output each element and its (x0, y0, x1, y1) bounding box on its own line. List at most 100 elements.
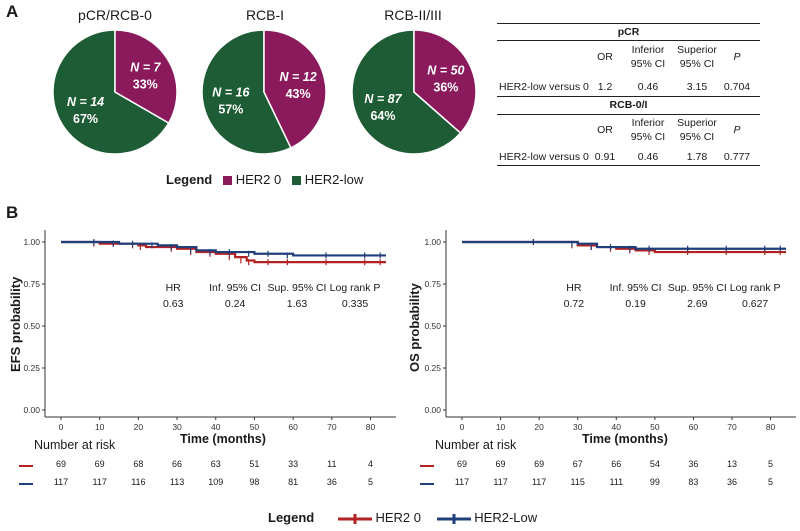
risk-number: 63 (210, 459, 221, 469)
table-rule (497, 40, 760, 41)
risk-number: 36 (726, 477, 737, 487)
table-cell: 0.704 (723, 81, 751, 93)
risk-number: 111 (609, 477, 624, 487)
pie-slice-her2-0 (114, 29, 178, 125)
km-stat-header: HR (566, 282, 582, 294)
km-plots: 0.00 0.25 0.50 0.75 1.00 0 10 20 30 40 50 60 70 80 0.0… (23, 230, 796, 432)
risk-number: 113 (169, 477, 185, 487)
risk-number: 69 (534, 459, 545, 469)
pie-label-pct-her20: 43% (286, 87, 311, 101)
risk-row-key (420, 465, 434, 467)
x-tick-label: 20 (134, 422, 144, 432)
pie-legend-her20: HER2 0 (235, 172, 282, 187)
table-rule (497, 165, 760, 166)
pie-slice-her2-low (52, 29, 170, 155)
risk-number: 5 (768, 459, 774, 469)
y-tick-label: 0.00 (23, 405, 40, 415)
x-tick-label: 60 (288, 422, 298, 432)
table-cell: 3.15 (686, 81, 708, 93)
risk-row-key (420, 483, 434, 485)
pie-title-rcb23: RCB-II/III (384, 7, 442, 23)
pie-label-pct-her20: 33% (133, 78, 158, 92)
y-tick-label: 1.00 (424, 237, 441, 247)
x-tick-label: 80 (766, 422, 776, 432)
y-tick-label: 0.75 (424, 279, 441, 289)
table-section-rcb01: RCB-0/I (609, 99, 648, 111)
km-stat-value: 1.63 (286, 298, 308, 310)
y-tick-label: 0.50 (424, 321, 441, 331)
pie-legend: Legend HER2 0 HER2-low (166, 172, 363, 187)
x-tick-label: 50 (250, 422, 260, 432)
pie-slice-her2-0 (413, 29, 477, 135)
table-header-inf: Inferior 95% CI (630, 117, 666, 143)
km-curve-her2-low (61, 240, 386, 257)
risk-number: 117 (531, 477, 547, 487)
risk-number: 69 (94, 459, 105, 469)
x-tick-label: 40 (612, 422, 622, 432)
km-stat-header: Inf. 95% CI (609, 282, 662, 294)
km-stat-value: 0.627 (742, 298, 769, 310)
risk-number: 5 (368, 477, 374, 487)
km-stat-header: HR (165, 282, 181, 294)
os-risk-title: Number at risk (435, 438, 517, 452)
pie-label-pct-low: 57% (218, 103, 243, 117)
efs-risk-title: Number at risk (34, 438, 116, 452)
table-header-sup: Superior 95% CI (677, 44, 717, 70)
pie-charts: N = 7 33% N = 14 67% N = 12 43% N = 16 57% N = 5… (52, 29, 477, 155)
risk-number: 69 (456, 459, 467, 469)
risk-number: 69 (55, 459, 66, 469)
pie-slice-her2-low (201, 29, 292, 155)
low-legend-key (436, 513, 471, 524)
table-header-p: P (733, 51, 741, 63)
table-row-label: HER2-low versus 0 (499, 151, 589, 163)
risk-number: 66 (172, 459, 183, 469)
risk-number: 117 (493, 477, 508, 487)
km-legend-her20: HER2 0 (375, 510, 422, 525)
risk-row-key (19, 465, 33, 467)
table-cell: 1.78 (686, 151, 708, 163)
risk-number: 109 (208, 477, 224, 487)
pie-title-rcb1: RCB-I (245, 7, 285, 23)
table-cell: 0.91 (594, 151, 616, 163)
pie-legend-title: Legend (166, 172, 213, 187)
risk-number: 98 (249, 477, 260, 487)
km-stat-value: 0.72 (563, 298, 585, 310)
risk-number: 67 (572, 459, 583, 469)
km-stat-value: 0.63 (162, 298, 184, 310)
pie-label-n-her20: N = 7 (130, 61, 161, 75)
her20-legend-key (337, 513, 372, 524)
table-rule (497, 114, 760, 115)
pie-slice-her2-0 (263, 29, 327, 149)
risk-number: 69 (495, 459, 506, 469)
pie-label-n-low: N = 14 (67, 95, 104, 109)
x-tick-label: 20 (534, 422, 544, 432)
km-stat-value: 2.69 (687, 298, 708, 310)
pie-title-pcr: pCR/RCB-0 (78, 7, 152, 23)
km-stat-value: 0.335 (341, 298, 369, 310)
km-stat-value: 0.24 (224, 298, 246, 310)
risk-number: 54 (649, 459, 660, 469)
table-header-sup: Superior 95% CI (677, 117, 717, 143)
risk-number: 99 (649, 477, 660, 487)
risk-number: 51 (249, 459, 260, 469)
y-tick-label: 0.75 (23, 279, 40, 289)
pie-label-pct-low: 67% (73, 112, 98, 126)
km-stat-value: 0.19 (625, 298, 646, 310)
km-stat-header: Log rank P (329, 282, 381, 294)
x-tick-label: 30 (573, 422, 583, 432)
pie-label-n-her20: N = 50 (427, 64, 464, 78)
x-tick-label: 10 (496, 422, 506, 432)
x-tick-label: 70 (327, 422, 337, 432)
risk-number: 36 (326, 477, 337, 487)
risk-row-key (19, 483, 33, 485)
pie-label-n-her20: N = 12 (280, 70, 317, 84)
x-tick-label: 70 (727, 422, 737, 432)
x-tick-label: 40 (211, 422, 221, 432)
panel-b-label: B (6, 203, 19, 222)
pie-label-pct-low: 64% (370, 109, 395, 123)
pie-legend-low: HER2-low (304, 172, 364, 187)
risk-number: 115 (570, 477, 585, 487)
table-rule (497, 23, 760, 24)
table-header-or: OR (597, 51, 613, 63)
risk-number: 68 (133, 459, 144, 469)
